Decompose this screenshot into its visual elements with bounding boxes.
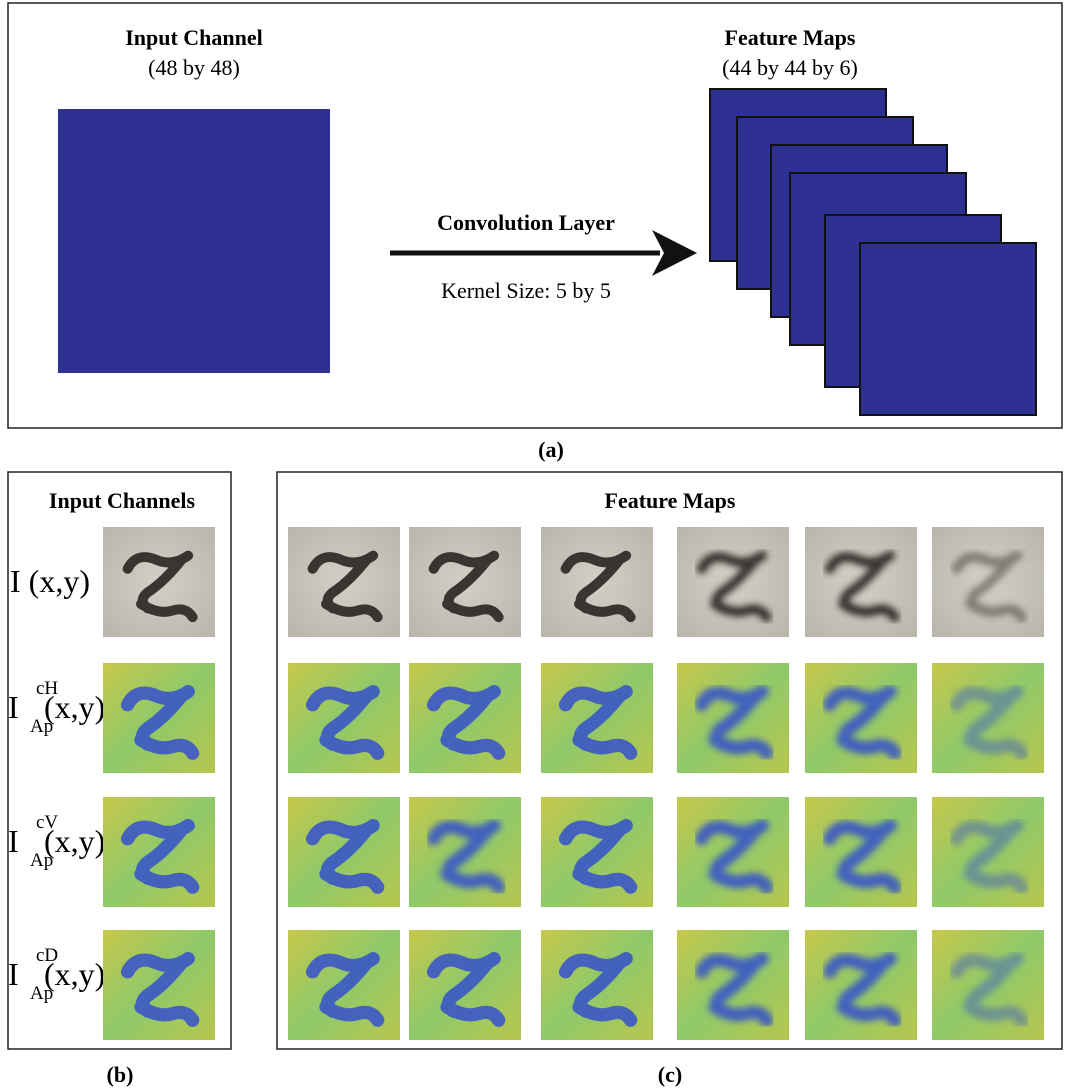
thumbnail [541,930,653,1040]
thumbnail [932,527,1044,637]
thumbnail [541,663,653,773]
thumbnail [288,663,400,773]
thumbnail [288,930,400,1040]
thumbnail [932,663,1044,773]
thumbnail [677,797,789,907]
thumbnail [805,663,917,773]
row-label: I [8,956,19,992]
thumbnail [288,797,400,907]
thumbnail [409,527,521,637]
row-label-arg: (x,y) [44,956,105,992]
thumbnail [103,663,215,773]
input-title: Input Channel [125,25,263,50]
row-label: I [8,823,19,859]
thumbnail [805,930,917,1040]
thumbnail [288,527,400,637]
row-label: I [8,689,19,725]
thumbnail [677,663,789,773]
row-label-arg: (x,y) [44,823,105,859]
layer-title: Convolution Layer [437,210,615,235]
thumbnail [103,527,215,637]
feature-map [860,243,1036,415]
thumbnails [103,527,1044,1040]
input-size: (48 by 48) [148,55,240,80]
thumbnail [541,797,653,907]
row-label: I (x,y) [10,563,90,599]
kernel-size: Kernel Size: 5 by 5 [441,278,611,303]
thumbnail [805,797,917,907]
thumbnail [541,527,653,637]
thumbnail [409,930,521,1040]
panel-title: Input Channels [49,488,196,513]
output-size: (44 by 44 by 6) [722,55,858,80]
figure: Input Channel (48 by 48) Convolution Lay… [0,0,1068,1088]
caption: (c) [658,1062,682,1087]
thumbnail [409,663,521,773]
input-square [58,109,330,373]
thumbnail [805,527,917,637]
thumbnail [103,930,215,1040]
thumbnail [677,930,789,1040]
feature-stack [710,89,1036,415]
thumbnail [677,527,789,637]
thumbnail [932,797,1044,907]
thumbnail [932,930,1044,1040]
caption: (a) [538,437,564,462]
thumbnail [409,797,521,907]
row-label-arg: (x,y) [44,689,105,725]
panel-title: Feature Maps [605,488,736,513]
caption: (b) [107,1062,134,1087]
output-title: Feature Maps [725,25,856,50]
thumbnail [103,797,215,907]
